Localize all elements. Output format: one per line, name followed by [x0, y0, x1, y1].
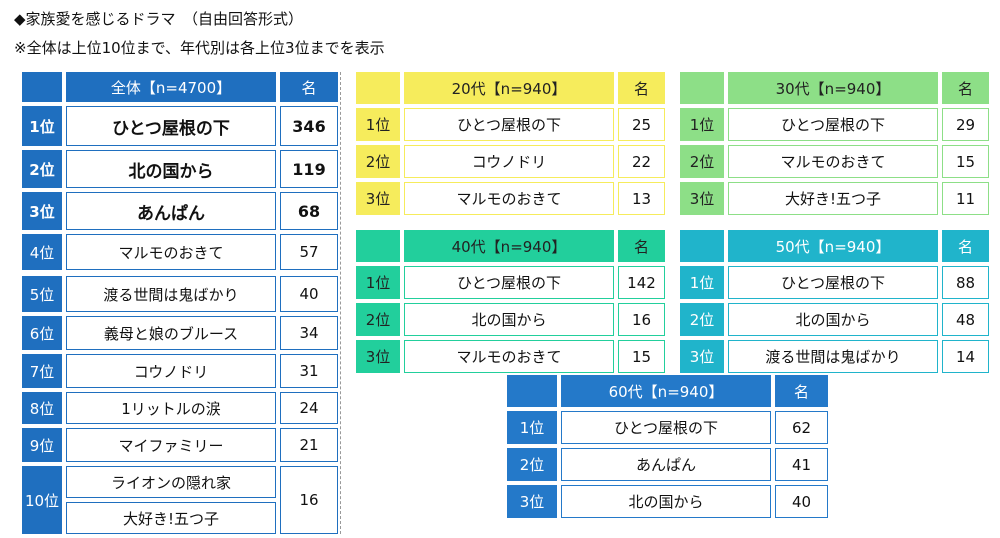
title-cell: コウノドリ: [404, 145, 614, 178]
count-cell: 68: [280, 192, 338, 230]
rank-cell: 2位: [356, 145, 400, 178]
rank-cell: 1位: [22, 106, 62, 146]
count-cell: 29: [942, 108, 989, 141]
header-count: 名: [942, 230, 989, 262]
rank-cell: 9位: [22, 428, 62, 462]
title-cell: ライオンの隠れ家: [66, 466, 276, 498]
count-cell: 31: [280, 354, 338, 388]
count-cell: 34: [280, 316, 338, 350]
title-cell: 北の国から: [561, 485, 771, 518]
count-cell: 22: [618, 145, 665, 178]
rank-cell: 3位: [507, 485, 557, 518]
count-cell: 88: [942, 266, 989, 299]
title-cell: 渡る世間は鬼ばかり: [66, 276, 276, 312]
rank-cell: 2位: [680, 145, 724, 178]
rank-cell: 1位: [680, 108, 724, 141]
rank-cell: 2位: [507, 448, 557, 481]
title-cell: 大好き!五つ子: [66, 502, 276, 534]
count-cell: 11: [942, 182, 989, 215]
header-blank: [356, 72, 400, 104]
note: ※全体は上位10位まで、年代別は各上位3位までを表示: [14, 39, 385, 57]
title-cell: ひとつ屋根の下: [66, 106, 276, 146]
count-cell: 62: [775, 411, 828, 444]
count-cell: 48: [942, 303, 989, 336]
header-age-group: 50代【n=940】: [728, 230, 938, 262]
count-cell: 142: [618, 266, 665, 299]
rank-cell: 7位: [22, 354, 62, 388]
rank-cell: 4位: [22, 234, 62, 270]
count-cell: 16: [618, 303, 665, 336]
title-cell: ひとつ屋根の下: [561, 411, 771, 444]
count-cell: 15: [942, 145, 989, 178]
rank-cell: 1位: [507, 411, 557, 444]
count-cell: 57: [280, 234, 338, 270]
title-cell: ひとつ屋根の下: [404, 108, 614, 141]
rank-cell: 2位: [356, 303, 400, 336]
title-cell: 北の国から: [404, 303, 614, 336]
rank-cell: 3位: [356, 182, 400, 215]
title-cell: 義母と娘のブルース: [66, 316, 276, 350]
header-blank: [507, 375, 557, 407]
page-title: ◆家族愛を感じるドラマ （自由回答形式）: [14, 10, 304, 28]
title-cell: マルモのおきて: [404, 182, 614, 215]
rank-cell: 10位: [22, 466, 62, 534]
header-age-group: 30代【n=940】: [728, 72, 938, 104]
rank-cell: 2位: [22, 150, 62, 188]
rank-cell: 1位: [680, 266, 724, 299]
header-blank: [356, 230, 400, 262]
count-cell: 41: [775, 448, 828, 481]
header-blank: [680, 72, 724, 104]
rank-cell: 5位: [22, 276, 62, 312]
header-age-group: 40代【n=940】: [404, 230, 614, 262]
header-age-group: 60代【n=940】: [561, 375, 771, 407]
rank-cell: 3位: [680, 340, 724, 373]
title-cell: 大好き!五つ子: [728, 182, 938, 215]
rank-cell: 2位: [680, 303, 724, 336]
rank-cell: 6位: [22, 316, 62, 350]
title-cell: マイファミリー: [66, 428, 276, 462]
header-count: 名: [942, 72, 989, 104]
title-cell: マルモのおきて: [728, 145, 938, 178]
rank-cell: 3位: [22, 192, 62, 230]
header-overall: 全体【n=4700】: [66, 72, 276, 102]
title-cell: 渡る世間は鬼ばかり: [728, 340, 938, 373]
count-cell: 13: [618, 182, 665, 215]
header-blank: [22, 72, 62, 102]
title-cell: ひとつ屋根の下: [728, 266, 938, 299]
count-cell: 40: [775, 485, 828, 518]
title-cell: 1リットルの涙: [66, 392, 276, 424]
rank-cell: 3位: [356, 340, 400, 373]
title-cell: コウノドリ: [66, 354, 276, 388]
header-blank: [680, 230, 724, 262]
count-cell: 346: [280, 106, 338, 146]
title-cell: マルモのおきて: [66, 234, 276, 270]
count-cell: 25: [618, 108, 665, 141]
title-cell: ひとつ屋根の下: [728, 108, 938, 141]
count-cell: 16: [280, 466, 338, 534]
count-cell: 40: [280, 276, 338, 312]
title-cell: あんぱん: [561, 448, 771, 481]
count-cell: 21: [280, 428, 338, 462]
count-cell: 24: [280, 392, 338, 424]
title-cell: マルモのおきて: [404, 340, 614, 373]
rank-cell: 8位: [22, 392, 62, 424]
count-cell: 14: [942, 340, 989, 373]
rank-cell: 1位: [356, 266, 400, 299]
header-count: 名: [280, 72, 338, 102]
count-cell: 119: [280, 150, 338, 188]
title-cell: ひとつ屋根の下: [404, 266, 614, 299]
count-cell: 15: [618, 340, 665, 373]
header-count: 名: [618, 72, 665, 104]
title-cell: 北の国から: [728, 303, 938, 336]
title-cell: 北の国から: [66, 150, 276, 188]
header-age-group: 20代【n=940】: [404, 72, 614, 104]
title-cell: あんぱん: [66, 192, 276, 230]
header-count: 名: [618, 230, 665, 262]
divider: [340, 72, 341, 534]
rank-cell: 1位: [356, 108, 400, 141]
header-count: 名: [775, 375, 828, 407]
rank-cell: 3位: [680, 182, 724, 215]
